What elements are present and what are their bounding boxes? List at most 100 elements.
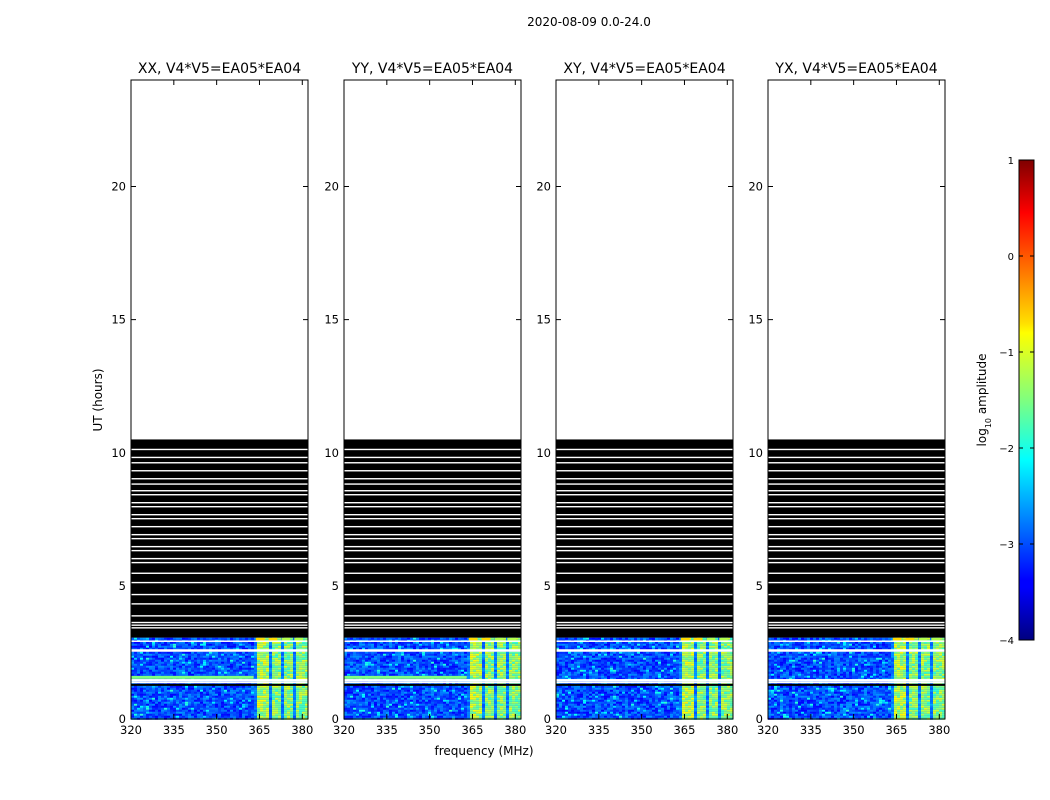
data-cell [197,687,200,690]
data-cell [515,693,518,696]
data-cell [164,643,167,646]
data-cell [485,645,488,648]
data-cell [266,637,269,640]
data-cell [131,711,134,714]
data-cell [410,661,413,664]
data-cell [296,675,299,678]
data-cell [461,665,464,668]
data-cell [359,661,362,664]
data-cell [185,655,188,658]
data-cell [131,657,134,660]
data-cell [164,693,167,696]
data-cell [437,699,440,702]
data-cell [416,647,419,650]
data-cell [251,699,254,702]
data-cell [377,667,380,670]
data-cell [410,715,413,718]
data-cell [146,689,149,692]
data-cell [473,641,476,644]
data-cell [398,673,401,676]
data-cell [302,675,305,678]
data-cell [497,651,500,654]
flag-gap [131,456,308,459]
data-cell [377,693,380,696]
data-cell [227,685,230,688]
flag-gap [344,603,521,605]
data-cell [422,707,425,710]
data-cell [266,657,269,660]
data-cell [419,663,422,666]
data-cell [506,673,509,676]
data-cell [302,673,305,676]
data-cell [389,667,392,670]
data-cell [458,653,461,656]
data-cell [284,715,287,718]
data-cell [440,671,443,674]
data-cell [434,713,437,716]
data-cell [470,699,473,702]
data-cell [404,655,407,658]
data-cell [242,715,245,718]
data-cell [206,699,209,702]
data-cell [434,697,437,700]
data-cell [200,655,203,658]
data-cell [395,699,398,702]
data-cell [422,691,425,694]
data-cell [200,669,203,672]
data-cell [374,711,377,714]
data-cell [494,685,497,688]
data-cell [407,673,410,676]
data-cell [251,705,254,708]
data-cell [188,647,191,650]
data-cell [458,689,461,692]
data-cell [347,657,350,660]
data-cell [299,707,302,710]
data-cell [197,685,200,688]
data-cell [416,691,419,694]
data-cell [494,707,497,710]
data-cell [464,651,467,654]
data-cell [491,715,494,718]
data-cell [383,641,386,644]
data-cell [182,669,185,672]
data-cell [437,685,440,688]
data-cell [212,669,215,672]
data-cell [398,711,401,714]
data-cell [428,647,431,650]
data-cell [206,687,209,690]
data-cell [281,657,284,660]
data-cell [428,655,431,658]
data-cell [149,667,152,670]
data-cell [179,709,182,712]
data-cell [470,691,473,694]
data-cell [350,661,353,664]
data-cell [506,661,509,664]
data-cell [482,673,485,676]
data-cell [245,689,248,692]
data-cell [356,687,359,690]
data-cell [446,663,449,666]
data-cell [302,661,305,664]
data-cell [515,647,518,650]
data-cell [461,667,464,670]
data-cell [302,647,305,650]
data-cell [503,659,506,662]
data-cell [419,703,422,706]
data-cell [140,695,143,698]
data-cell [431,645,434,648]
data-cell [299,703,302,706]
data-cell [254,653,257,656]
data-cell [473,677,476,680]
data-cell [401,655,404,658]
data-cell [260,655,263,658]
data-cell [440,663,443,666]
data-cell [158,665,161,668]
data-cell [239,667,242,670]
data-cell [431,671,434,674]
data-cell [302,655,305,658]
data-cell [440,697,443,700]
data-cell [284,695,287,698]
data-cell [137,713,140,716]
flag-gap [556,593,733,596]
data-cell [512,673,515,676]
